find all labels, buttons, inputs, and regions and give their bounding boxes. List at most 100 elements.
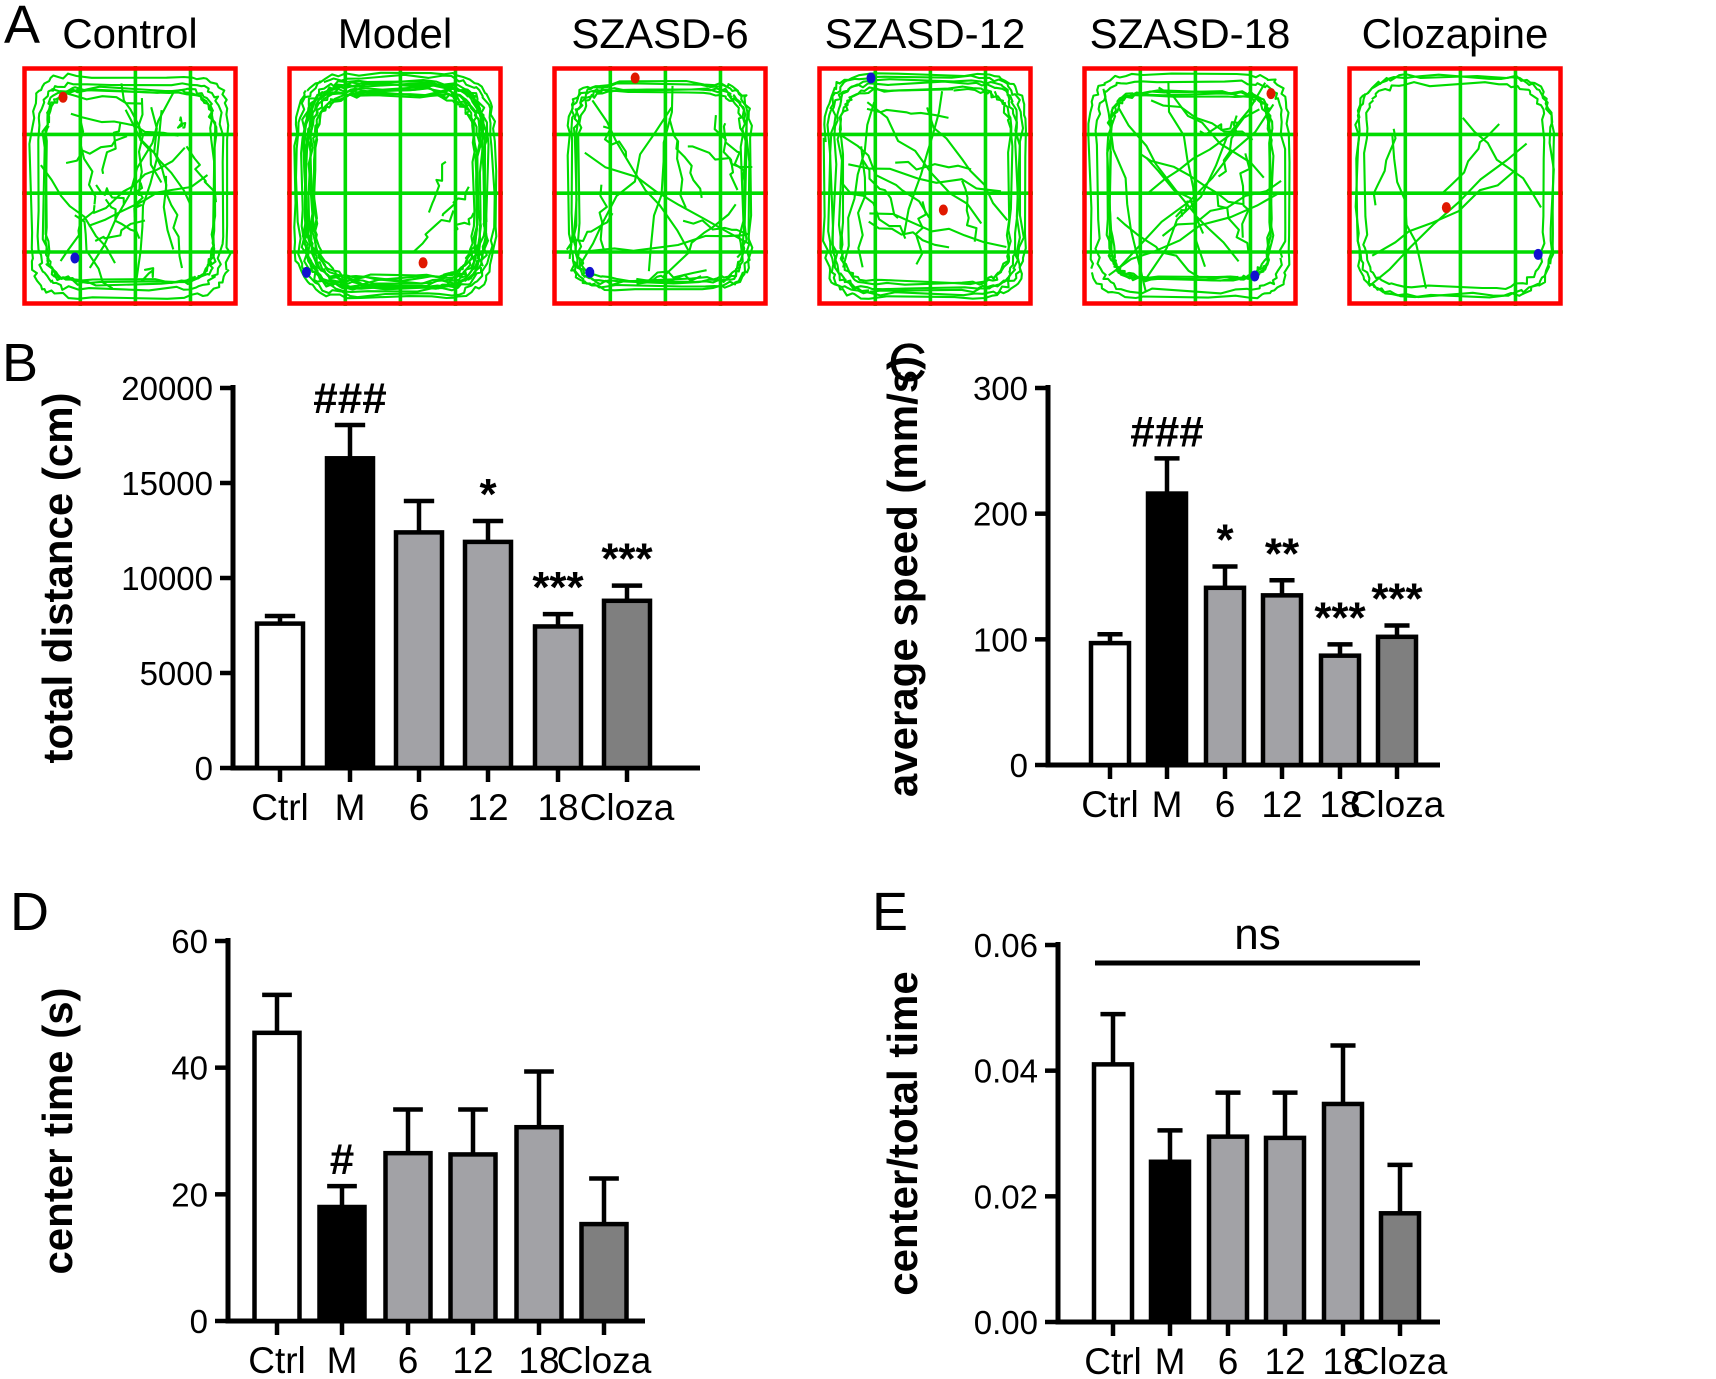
bar [579,1221,629,1324]
trace-chord [1167,81,1206,268]
trace-chord [92,146,186,215]
x-category-label: 18 [537,787,578,828]
trace-chord [164,175,184,269]
trace-chord [65,135,128,165]
trace-chord [453,212,475,233]
trace-chord [1216,194,1250,252]
x-category-label: Ctrl [251,787,309,828]
trace-lap [1354,73,1556,299]
bar [254,621,306,771]
trace-chord [1119,103,1275,268]
bar [1321,1101,1365,1325]
trace-chord [1239,153,1251,238]
x-category-label: Cloza [580,787,675,828]
trace-chord [591,99,690,251]
x-category-label: M [1152,784,1183,825]
bar [252,1030,302,1324]
start-dot [1441,202,1451,214]
x-category-label: Ctrl [1084,1341,1142,1379]
track-title: SZASD-12 [824,10,1026,57]
bar [532,624,584,771]
bar [1263,1135,1307,1325]
panel-letter-A: A [4,0,41,55]
bar [383,1150,433,1324]
bar [1203,585,1247,768]
bar [462,539,514,771]
y-tick-label: 0.00 [974,1304,1038,1341]
y-tick-label: 5000 [140,655,213,692]
trace-chord [1117,107,1205,234]
x-category-label: 12 [1261,784,1302,825]
arena-border [552,66,768,306]
bar-chart-average-speed: 0 100 200 300 average speed (mm/s) Ctrl M ### 6 *… [879,356,1445,825]
y-tick-label: 40 [171,1050,208,1087]
end-dot [1250,270,1260,282]
trace-chord [1145,156,1240,263]
trace-chord [576,106,673,270]
track-panel-szasd-18: SZASD-18 [1082,6,1298,306]
y-tick-label: 0 [195,750,213,787]
trace-chord [176,116,187,129]
track-plot-szasd-12 [817,66,1033,306]
x-category-label: Cloza [1350,784,1445,825]
trace-chord [862,159,899,219]
x-category-label: Cloza [557,1340,652,1379]
trace-lap [307,86,481,286]
track-title: Model [337,10,453,57]
x-category-label: M [327,1340,358,1379]
track-panel-control: Control [22,6,238,306]
y-tick-label: 0.04 [974,1053,1038,1090]
y-axis-title: average speed (mm/s) [879,356,926,797]
track-plot-control [22,66,238,306]
y-tick-label: 0 [190,1303,208,1340]
trace-lap [569,82,751,289]
trace-chord [88,174,209,227]
trace-lap [829,78,1021,294]
trace-chord [961,180,978,242]
x-category-label: 18 [1322,1341,1363,1379]
bar [1375,634,1419,768]
panel-letter-C: C [888,333,927,393]
x-category-label: 6 [1215,784,1236,825]
track-title: Control [62,10,198,57]
track-panel-szasd-12: SZASD-12 [817,6,1033,306]
trace-lap [821,72,1027,300]
trace-lap [302,81,488,291]
trace-chord [150,106,175,250]
trace-chord [866,107,949,119]
y-tick-label: 100 [973,621,1028,658]
trace-chord [926,107,1009,221]
x-category-label: 18 [1319,784,1360,825]
trace-lap [301,80,488,290]
significance-label: *** [1371,575,1423,624]
trace-chord [589,234,746,253]
x-category-label: M [1155,1341,1186,1379]
trace-lap [41,85,218,287]
end-dot [1533,248,1543,260]
trace-chord [903,91,944,234]
trace-chord [675,140,703,199]
bar [1148,1159,1192,1325]
y-tick-label: 0.02 [974,1178,1038,1215]
trace-chord [1371,168,1517,257]
x-category-label: 6 [409,787,430,828]
trace-chord [1372,128,1397,206]
y-tick-label: 15000 [121,465,213,502]
trace-chord [95,184,125,205]
end-dot [866,72,876,84]
trace-chord [713,115,739,191]
trace-lap [566,79,754,292]
y-tick-label: 20000 [121,370,213,407]
trace-chord [1158,86,1265,179]
bar [1378,1211,1422,1325]
track-panel-model: Model [287,6,503,306]
bar-chart-total-distance: 0 5000 10000 15000 20000 total distance (cm) C… [34,370,700,828]
trace-lap [1106,91,1273,281]
end-dot [70,252,80,264]
trace-lap [28,72,232,300]
y-axis-title: total distance (cm) [34,392,81,763]
bar [393,530,445,771]
y-tick-label: 10000 [121,560,213,597]
ns-label: ns [1234,910,1280,959]
